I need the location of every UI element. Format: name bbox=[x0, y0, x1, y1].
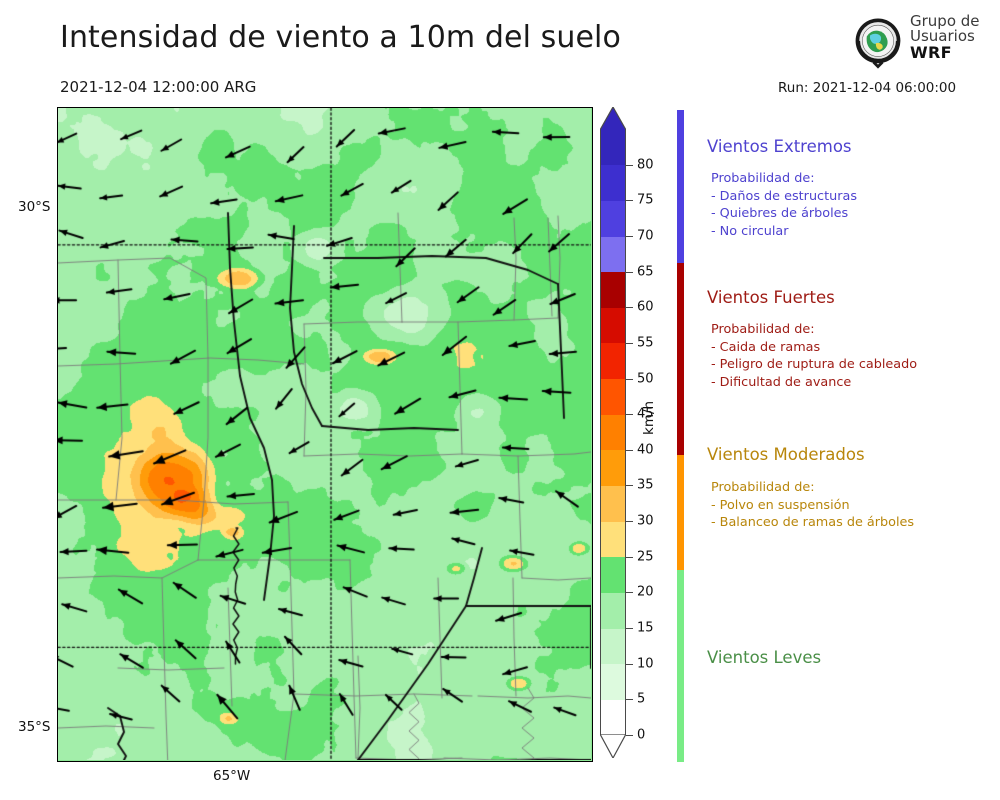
colorbar-band-45-50 bbox=[601, 378, 625, 415]
category-color-strip bbox=[677, 110, 684, 762]
colorbar-band-55-60 bbox=[601, 307, 625, 344]
colorbar-tick-label-60: 60 bbox=[637, 299, 654, 315]
colorbar-tick bbox=[626, 735, 633, 736]
category-details-extremos: Probabilidad de: - Daños de estructuras - … bbox=[711, 170, 857, 240]
category-strip-extremos bbox=[677, 110, 684, 264]
colorbar-tick bbox=[626, 699, 633, 701]
colorbar-extend-above-icon bbox=[600, 107, 626, 130]
colorbar-tick bbox=[626, 449, 633, 451]
colorbar-band-20-25 bbox=[601, 556, 625, 593]
colorbar-band-65-70 bbox=[601, 235, 625, 273]
colorbar-band-25-30 bbox=[601, 521, 625, 558]
category-detail-line: Probabilidad de: bbox=[711, 171, 815, 186]
colorbar-band-40-45 bbox=[601, 414, 625, 451]
category-detail-line: - No circular bbox=[711, 223, 789, 239]
colorbar-tick-label-70: 70 bbox=[637, 228, 654, 244]
valid-time-label: 2021-12-04 12:00:00 ARG bbox=[60, 78, 257, 96]
map-raster bbox=[58, 108, 591, 760]
category-title-fuertes: Vientos Fuertes bbox=[707, 288, 835, 307]
colorbar-tick bbox=[626, 235, 633, 237]
colorbar-gradient bbox=[600, 129, 626, 736]
category-detail-line: - Peligro de ruptura de cableado bbox=[711, 357, 918, 373]
category-strip-fuertes bbox=[677, 263, 684, 456]
colorbar-tick-label-65: 65 bbox=[637, 264, 654, 280]
page-title: Intensidad de viento a 10m del suelo bbox=[60, 20, 621, 55]
map-xtick-65W: 65°W bbox=[213, 768, 251, 784]
colorbar-tick bbox=[626, 592, 633, 594]
colorbar[interactable]: 0 5 10 15 20 25 30 35 40 45 50 55 60 65 70 75 80 bbox=[600, 107, 654, 758]
logo-text: Grupo de Usuarios WRF bbox=[910, 12, 980, 62]
colorbar-tick-label-25: 25 bbox=[637, 549, 654, 565]
wind-speed-map[interactable] bbox=[57, 107, 593, 762]
colorbar-band-10-15 bbox=[601, 628, 625, 665]
colorbar-band-75-80 bbox=[601, 164, 625, 201]
colorbar-band-30-35 bbox=[601, 485, 625, 522]
category-detail-line: - Quiebres de árboles bbox=[711, 206, 849, 222]
colorbar-tick bbox=[626, 628, 633, 630]
category-detail-line: - Caida de ramas bbox=[711, 339, 821, 355]
category-details-moderados: Probabilidad de: - Polvo en suspensión - B… bbox=[711, 479, 914, 532]
colorbar-band-80-85 bbox=[601, 129, 625, 166]
map-ytick-30S: 30°S bbox=[18, 199, 51, 215]
colorbar-band-60-65 bbox=[601, 271, 625, 308]
category-detail-line: - Polvo en suspensión bbox=[711, 497, 850, 513]
category-details-fuertes: Probabilidad de: - Caida de ramas - Peligr… bbox=[711, 321, 917, 391]
colorbar-tick bbox=[626, 556, 633, 558]
run-time-label: Run: 2021-12-04 06:00:00 bbox=[778, 80, 957, 96]
colorbar-tick-label-50: 50 bbox=[637, 371, 654, 387]
category-title-moderados: Vientos Moderados bbox=[707, 445, 865, 464]
colorbar-band-0-5 bbox=[601, 699, 625, 736]
category-strip-leves bbox=[677, 570, 684, 762]
colorbar-band-70-75 bbox=[601, 200, 625, 237]
colorbar-tick bbox=[626, 663, 633, 665]
colorbar-tick bbox=[626, 485, 633, 487]
category-detail-line: - Balanceo de ramas de árboles bbox=[711, 515, 915, 531]
colorbar-tick bbox=[626, 414, 633, 416]
colorbar-tick-label-75: 75 bbox=[637, 192, 654, 208]
colorbar-tick bbox=[626, 271, 633, 273]
wrf-globe-seal-icon bbox=[855, 18, 901, 69]
colorbar-extend-below-icon bbox=[600, 734, 626, 758]
category-detail-line: Probabilidad de: bbox=[711, 480, 815, 495]
colorbar-band-35-40 bbox=[601, 449, 625, 487]
logo: Grupo de Usuarios WRF bbox=[850, 12, 1000, 72]
colorbar-tick-label-40: 40 bbox=[637, 442, 654, 458]
logo-line-1: Grupo de bbox=[910, 12, 980, 30]
category-detail-line: - Dificultad de avance bbox=[711, 374, 852, 390]
logo-line-3: WRF bbox=[910, 42, 952, 62]
colorbar-tick-label-30: 30 bbox=[637, 513, 654, 529]
colorbar-band-50-55 bbox=[601, 342, 625, 380]
colorbar-tick bbox=[626, 164, 633, 166]
map-ytick-35S: 35°S bbox=[18, 719, 51, 735]
colorbar-tick bbox=[626, 342, 633, 344]
category-detail-line: Probabilidad de: bbox=[711, 322, 815, 337]
category-strip-moderados bbox=[677, 455, 684, 571]
colorbar-tick-label-0: 0 bbox=[637, 727, 646, 743]
colorbar-band-15-20 bbox=[601, 592, 625, 629]
colorbar-tick-label-80: 80 bbox=[637, 157, 654, 173]
colorbar-tick-label-45: 45 bbox=[637, 406, 654, 422]
category-detail-line: - Daños de estructuras bbox=[711, 188, 857, 204]
colorbar-tick-label-20: 20 bbox=[637, 584, 654, 600]
colorbar-tick bbox=[626, 307, 633, 309]
category-title-extremos: Vientos Extremos bbox=[707, 137, 852, 156]
colorbar-unit-label: km/h bbox=[641, 400, 657, 435]
colorbar-tick-label-15: 15 bbox=[637, 620, 654, 636]
colorbar-tick-label-35: 35 bbox=[637, 477, 654, 493]
logo-line-2: Usuarios bbox=[910, 27, 975, 46]
colorbar-tick-label-10: 10 bbox=[637, 656, 654, 672]
colorbar-tick bbox=[626, 200, 633, 202]
colorbar-tick-label-55: 55 bbox=[637, 335, 654, 351]
colorbar-tick bbox=[626, 378, 633, 380]
colorbar-tick-label-5: 5 bbox=[637, 691, 646, 707]
colorbar-tick bbox=[626, 521, 633, 523]
category-title-leves: Vientos Leves bbox=[707, 648, 822, 667]
colorbar-band-5-10 bbox=[601, 663, 625, 700]
